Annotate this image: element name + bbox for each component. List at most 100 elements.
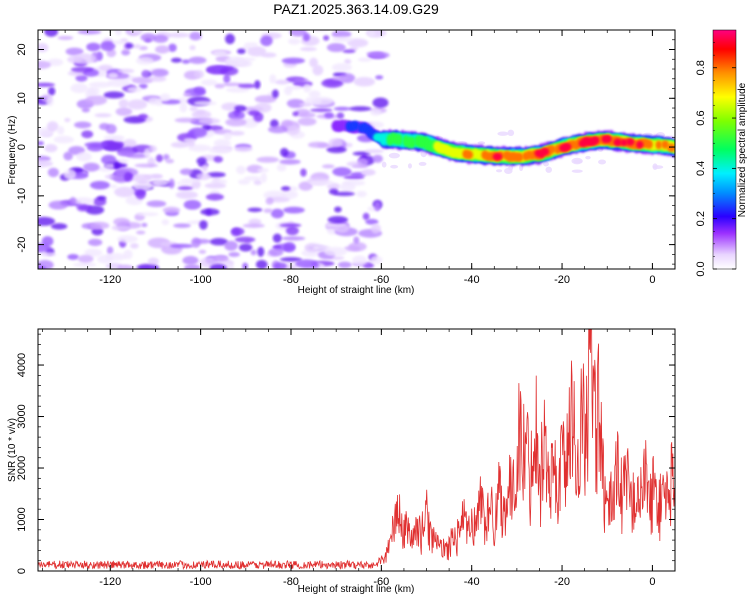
noise-blob (300, 47, 317, 52)
spectrogram-y-ticks: -20 -10 0 10 20 (16, 29, 675, 265)
noise-blob (255, 259, 268, 269)
noise-blob (162, 206, 181, 214)
noise-blob (242, 223, 265, 228)
track-cell (645, 140, 653, 149)
noise-blob (132, 44, 142, 49)
noise-blob (81, 130, 94, 139)
noise-blob (280, 186, 291, 191)
noise-blob (84, 248, 103, 257)
noise-blob (47, 167, 59, 178)
noise-blob (136, 212, 159, 217)
noise-blob (263, 208, 273, 213)
noise-blob (76, 151, 92, 162)
noise-blob (137, 180, 149, 185)
colorbar-tick-label: 0.2 (695, 211, 707, 226)
y-tick-label: -20 (16, 237, 28, 253)
noise-blob (175, 191, 198, 199)
snr-ylabel: SNR (10 * v/v) (7, 418, 18, 482)
noise-blob (333, 191, 355, 196)
noise-blob (50, 223, 68, 230)
noise-blob (141, 222, 148, 228)
colorbar-tick-label: 0.4 (695, 161, 707, 176)
noise-blob (195, 109, 206, 116)
noise-blob (268, 248, 284, 257)
noise-blob (292, 111, 299, 117)
colorbar-ticks: 0.0 0.2 0.4 0.6 0.8 (695, 42, 736, 277)
noise-blob (272, 89, 279, 99)
noise-blob (89, 180, 110, 190)
noise-blob (279, 159, 301, 165)
x-tick-label: -80 (283, 576, 299, 588)
noise-blob (47, 58, 64, 67)
noise-blob (46, 96, 54, 107)
snr-series-line (38, 329, 675, 571)
noise-blob (139, 45, 148, 51)
noise-blob (209, 237, 228, 246)
spectrogram-frame (37, 29, 676, 270)
y-tick-label: 1000 (16, 507, 28, 531)
noise-blob (370, 255, 383, 265)
noise-blob (342, 180, 366, 186)
noise-blob (257, 167, 269, 173)
track-cell (667, 143, 675, 153)
noise-blob (181, 59, 190, 64)
noise-blob (369, 51, 390, 59)
noise-blob (237, 59, 253, 68)
noise-blob (244, 42, 258, 47)
noise-blob (299, 102, 312, 107)
noise-blob (326, 43, 346, 53)
noise-blob (223, 132, 232, 141)
noise-blob (189, 31, 202, 41)
track-cell (396, 133, 403, 146)
noise-blob (222, 82, 243, 87)
noise-blob (247, 46, 267, 57)
noise-blob (83, 162, 100, 172)
y-tick-label: 0 (16, 568, 28, 574)
noise-blob (334, 223, 350, 233)
noise-blob (220, 66, 239, 76)
noise-blob (117, 68, 135, 74)
track-cell (562, 142, 572, 151)
noise-blob (352, 151, 371, 156)
noise-blob (168, 43, 177, 52)
noise-blob (173, 223, 191, 228)
noise-blob (298, 112, 316, 119)
noise-blob (121, 49, 131, 56)
halo-blob (598, 159, 607, 165)
y-tick-label: 2000 (16, 456, 28, 480)
noise-blob (70, 66, 94, 73)
noise-blob (234, 105, 247, 112)
x-tick-label: -80 (283, 274, 299, 286)
noise-blob (123, 138, 137, 148)
noise-blob (308, 90, 321, 98)
spectrogram-noise-blobs (38, 30, 672, 269)
noise-blob (225, 87, 250, 93)
x-tick-label: 0 (649, 274, 655, 286)
noise-blob (332, 167, 352, 177)
noise-blob (196, 172, 211, 181)
noise-blob (105, 253, 127, 261)
noise-blob (224, 33, 235, 45)
noise-blob (353, 236, 360, 244)
noise-blob (300, 168, 307, 177)
noise-blob (65, 47, 84, 56)
noise-blob (123, 172, 133, 182)
colorbar-tick-label: 0.6 (695, 110, 707, 125)
noise-blob (294, 77, 309, 82)
noise-blob (279, 257, 302, 262)
noise-blob (103, 91, 125, 99)
halo-blob (418, 161, 427, 166)
x-tick-label: -20 (554, 274, 570, 286)
noise-blob (101, 154, 117, 165)
noise-blob (44, 144, 58, 153)
x-tick-label: -100 (190, 274, 212, 286)
track-cell (351, 120, 360, 131)
noise-blob (269, 74, 277, 84)
noise-blob (179, 102, 188, 113)
halo-blob (388, 152, 400, 159)
noise-blob (352, 255, 368, 266)
noise-blob (41, 252, 56, 257)
noise-blob (131, 76, 154, 84)
noise-blob (117, 235, 138, 243)
snr-y-ticks: 0 1000 2000 3000 4000 (16, 333, 675, 574)
